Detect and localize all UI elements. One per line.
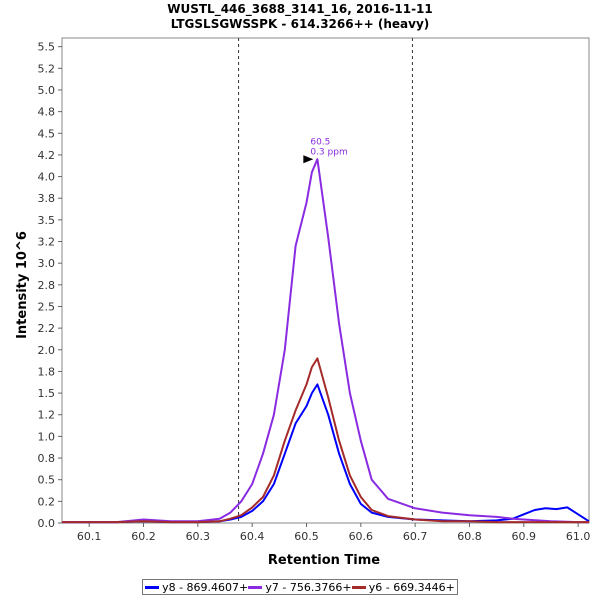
y-tick-label: 0.8 bbox=[38, 452, 56, 465]
y-tick-label: 4.8 bbox=[38, 106, 56, 119]
series-line-3 bbox=[62, 357, 589, 524]
y-tick-label: 3.2 bbox=[38, 236, 56, 249]
y-tick-label: 3.5 bbox=[38, 214, 56, 227]
y-tick-label: 0.2 bbox=[38, 495, 56, 508]
x-tick-label: 60.6 bbox=[349, 530, 374, 543]
legend-label-y7: y7 - 756.3766+ bbox=[265, 580, 352, 594]
y-tick-label: 5.2 bbox=[38, 62, 56, 75]
legend-swatch-y7 bbox=[248, 585, 263, 589]
y-tick-label: 4.2 bbox=[38, 149, 56, 162]
x-tick-label: 60.1 bbox=[77, 530, 102, 543]
x-tick-label: 60.5 bbox=[294, 530, 319, 543]
y-tick-label: 1.8 bbox=[38, 365, 56, 378]
chart-title: WUSTL_446_3688_3141_16, 2016-11-11 bbox=[167, 2, 433, 16]
y-tick-label: 2.5 bbox=[38, 300, 56, 313]
legend-item-y6: y6 - 669.3446+ bbox=[351, 580, 455, 594]
y-tick-label: 1.5 bbox=[38, 387, 56, 400]
y-tick-label: 3.8 bbox=[38, 192, 56, 205]
chart-legend: y8 - 869.4607+ y7 - 756.3766+ y6 - 669.3… bbox=[142, 579, 458, 595]
peak-marker-arrow bbox=[303, 155, 314, 164]
x-axis-label: Retention Time bbox=[268, 553, 380, 568]
x-tick-label: 60.4 bbox=[240, 530, 265, 543]
x-tick-label: 60.8 bbox=[457, 530, 482, 543]
y-tick-label: 2.2 bbox=[38, 322, 56, 335]
chromatogram-chart: 60.1 60.2 60.3 60.4 60.5 60.6 60.7 60.8 60.9 61.0… bbox=[15, 37, 591, 568]
y-tick-label: 5.0 bbox=[38, 84, 56, 97]
y-tick-label: 0.0 bbox=[38, 517, 56, 530]
x-tick-label: 61.0 bbox=[566, 530, 591, 543]
plot-area bbox=[61, 37, 590, 524]
legend-item-y8: y8 - 869.4607+ bbox=[145, 581, 248, 594]
y-tick-label: 4.0 bbox=[38, 171, 56, 184]
y-tick-label: 0.5 bbox=[38, 474, 56, 487]
legend-label-y8: y8 - 869.4607+ bbox=[162, 580, 249, 594]
y-tick-label: 3.0 bbox=[38, 257, 56, 270]
x-tick-label: 60.9 bbox=[512, 530, 537, 543]
x-tick-label: 60.2 bbox=[131, 530, 156, 543]
legend-swatch-y8 bbox=[145, 585, 160, 589]
peak-annotation-rt: 60.5 bbox=[310, 137, 330, 147]
x-tick-label: 60.7 bbox=[403, 530, 428, 543]
y-tick-label: 4.5 bbox=[38, 127, 56, 140]
y-tick-label: 5.5 bbox=[38, 41, 56, 54]
legend-label-y6: y6 - 669.3446+ bbox=[368, 580, 455, 594]
y-tick-label: 2.0 bbox=[38, 344, 56, 357]
y-tick-label: 1.0 bbox=[38, 430, 56, 443]
y-axis-label: Intensity 10^6 bbox=[15, 231, 30, 339]
legend-swatch-y6 bbox=[351, 585, 366, 589]
legend-item-y7: y7 - 756.3766+ bbox=[248, 580, 352, 594]
x-tick-label: 60.3 bbox=[186, 530, 211, 543]
y-tick-label: 1.2 bbox=[38, 409, 56, 422]
y-tick-label: 2.8 bbox=[38, 279, 56, 292]
chart-subtitle: LTGSLSGWSSPK - 614.3266++ (heavy) bbox=[170, 17, 430, 31]
series-line-2 bbox=[62, 158, 589, 524]
peak-annotation-ppm: 0.3 ppm bbox=[310, 147, 347, 157]
